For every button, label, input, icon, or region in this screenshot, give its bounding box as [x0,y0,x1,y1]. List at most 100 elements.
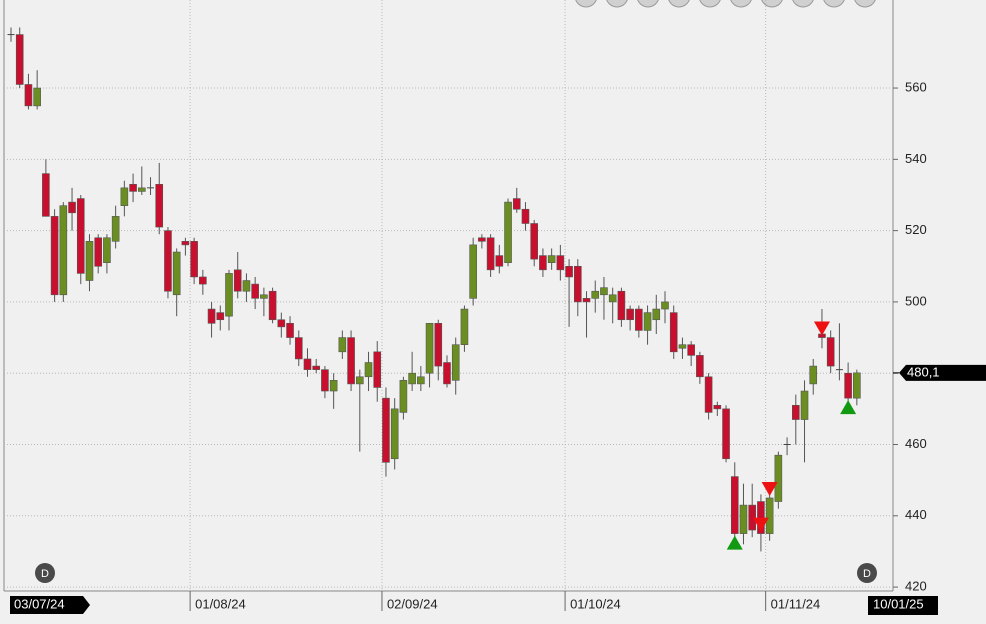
candle-body [408,372,416,385]
candle-body [425,323,434,374]
candle-body [443,362,451,385]
candle-body [33,87,41,107]
candle-body [451,344,460,381]
candle-body [504,201,512,264]
signal-buy [840,400,857,415]
candle-body [800,390,809,420]
signal-sell [761,481,778,496]
toolbar-button[interactable] [668,0,690,8]
x-tick-label: 01/10/24 [570,596,621,611]
candle-body [199,276,207,285]
candle-body [42,173,50,217]
candle-body [216,312,225,321]
signal-buy [726,535,743,550]
candle-body [521,208,530,224]
candle-body [373,351,382,388]
toolbar-button[interactable] [761,0,783,8]
signal-sell [752,517,769,532]
candle-body [573,265,582,303]
candle-body [547,255,556,264]
candle-body [530,223,539,260]
toolbar-button[interactable] [854,0,876,8]
candle-body [643,312,652,331]
candle-body [757,501,765,534]
y-tick-label: 440 [905,507,927,522]
y-tick-label: 460 [905,436,927,451]
x-tick-label: 02/09/24 [387,596,438,611]
candle-body [277,319,286,328]
candle-body [321,369,329,392]
candle-body [486,237,495,271]
toolbar-button[interactable] [606,0,628,8]
cursor-date-box [868,596,938,615]
candle-body [696,355,704,378]
candle-body [687,344,695,356]
y-tick-label: 520 [905,222,927,237]
candle-body [652,308,661,321]
candle-body [338,337,347,353]
candle-body [722,408,730,460]
candle-body [24,84,33,107]
toolbar-button[interactable] [823,0,845,8]
candle-body [635,308,643,331]
y-tick-label: 560 [905,79,927,94]
candle-body [111,216,120,242]
candle-body [478,237,486,242]
last-price-label: 480,1 [907,364,940,379]
candle-body [460,308,469,345]
candle-body [512,198,521,210]
badge-label: D [41,568,49,580]
candle-body [704,376,713,413]
candle-body [390,408,399,460]
candle-body [678,344,687,349]
toolbar-button[interactable] [699,0,721,8]
candle-body [260,294,268,299]
candle-body [181,241,190,246]
candle-body [50,216,59,296]
candle-body [791,404,800,420]
candle-body [155,183,164,228]
candle-body [469,244,477,299]
candle-body [556,255,565,271]
candle-body [251,283,259,299]
x-label-box [10,596,90,614]
badge [857,563,877,583]
candle-body [190,241,198,278]
candle-body [626,308,634,321]
toolbar-button[interactable] [575,0,597,8]
candle-body [382,397,390,463]
toolbar-button[interactable] [637,0,659,8]
candle-body [233,269,242,292]
candle-body [164,230,172,292]
candle-body [138,187,146,192]
candle-body [661,301,669,310]
candle-body [399,380,408,413]
toolbar [575,0,876,8]
candle-body [268,290,277,321]
candle-body [600,287,608,296]
candle-body [730,476,739,534]
candle-body [294,337,303,360]
candle-body [608,294,617,303]
candle-body [364,362,373,378]
candle-body [617,290,626,321]
candle-body [748,504,757,531]
toolbar-button[interactable] [792,0,814,8]
x-tick-label: 03/07/24 [14,596,65,611]
badge-label: D [863,568,871,580]
y-tick-label: 500 [905,293,927,308]
last-price-tag [899,364,986,381]
x-tick-label: 01/08/24 [195,596,246,611]
x-tick-label: 01/11/24 [771,596,821,611]
candle-body [225,273,233,317]
toolbar-button[interactable] [730,0,752,8]
candle-body [826,337,835,367]
candle-body [68,201,76,214]
signal-sell [813,321,830,336]
candle-body [774,454,783,502]
candle-body [844,372,852,399]
candle-body [765,497,774,534]
candle-body [669,312,678,353]
